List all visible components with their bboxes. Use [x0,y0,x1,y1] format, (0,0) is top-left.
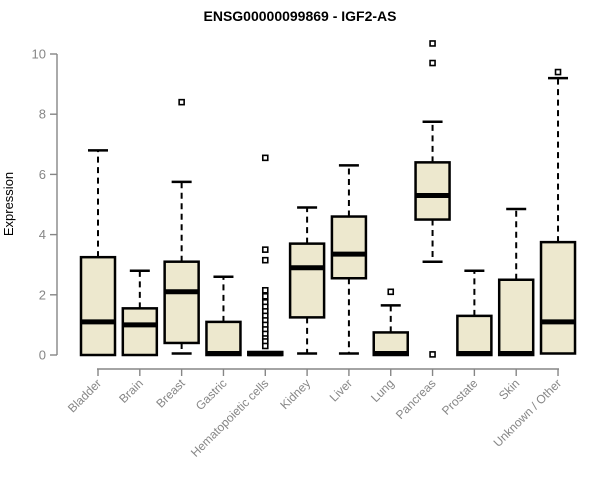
box [121,307,159,357]
y-axis-label: Expression [1,172,16,236]
box [330,215,368,280]
y-tick-label: 6 [39,167,46,182]
outlier-point [261,342,269,350]
y-tick-label: 0 [39,348,46,363]
x-tick-label: Prostate [439,376,481,418]
outlier-point [261,256,269,264]
y-tick-label: 2 [39,287,46,302]
x-tick-label: Skin [496,376,522,402]
box [163,260,200,345]
box [497,278,535,357]
outlier-point [554,68,562,76]
x-tick-label: Lung [368,376,397,405]
box [414,161,451,221]
x-tick-label: Liver [327,376,355,404]
x-tick-label: Brain [116,376,146,406]
box [456,314,493,357]
x-tick-label: Breast [153,376,188,411]
outlier-point [429,40,436,47]
box [539,240,577,355]
x-tick-label: Pancreas [393,376,439,422]
x-tick-label: Gastric [193,376,230,413]
outlier-point [387,288,395,296]
y-tick-label: 10 [32,47,46,62]
chart-title: ENSG00000099869 - IGF2-AS [204,8,397,24]
y-tick-label: 8 [39,107,46,122]
outlier-point [178,98,185,106]
x-tick-label: Kidney [277,376,313,412]
outlier-point [429,351,436,358]
box [205,320,242,357]
outlier-point [261,286,269,294]
outlier-point [261,246,269,253]
outlier-point [261,154,269,162]
x-tick-label: Hematopoietic cells [188,376,271,459]
box [288,242,326,319]
x-tick-label: Bladder [65,376,104,415]
outlier-point [261,293,269,300]
plot-area: 0 2 4 6 8 10 Bladder Brain Breast GastricHematopo… [32,40,577,460]
outlier-point [429,59,436,67]
box [79,255,117,357]
y-tick-label: 4 [39,227,46,242]
